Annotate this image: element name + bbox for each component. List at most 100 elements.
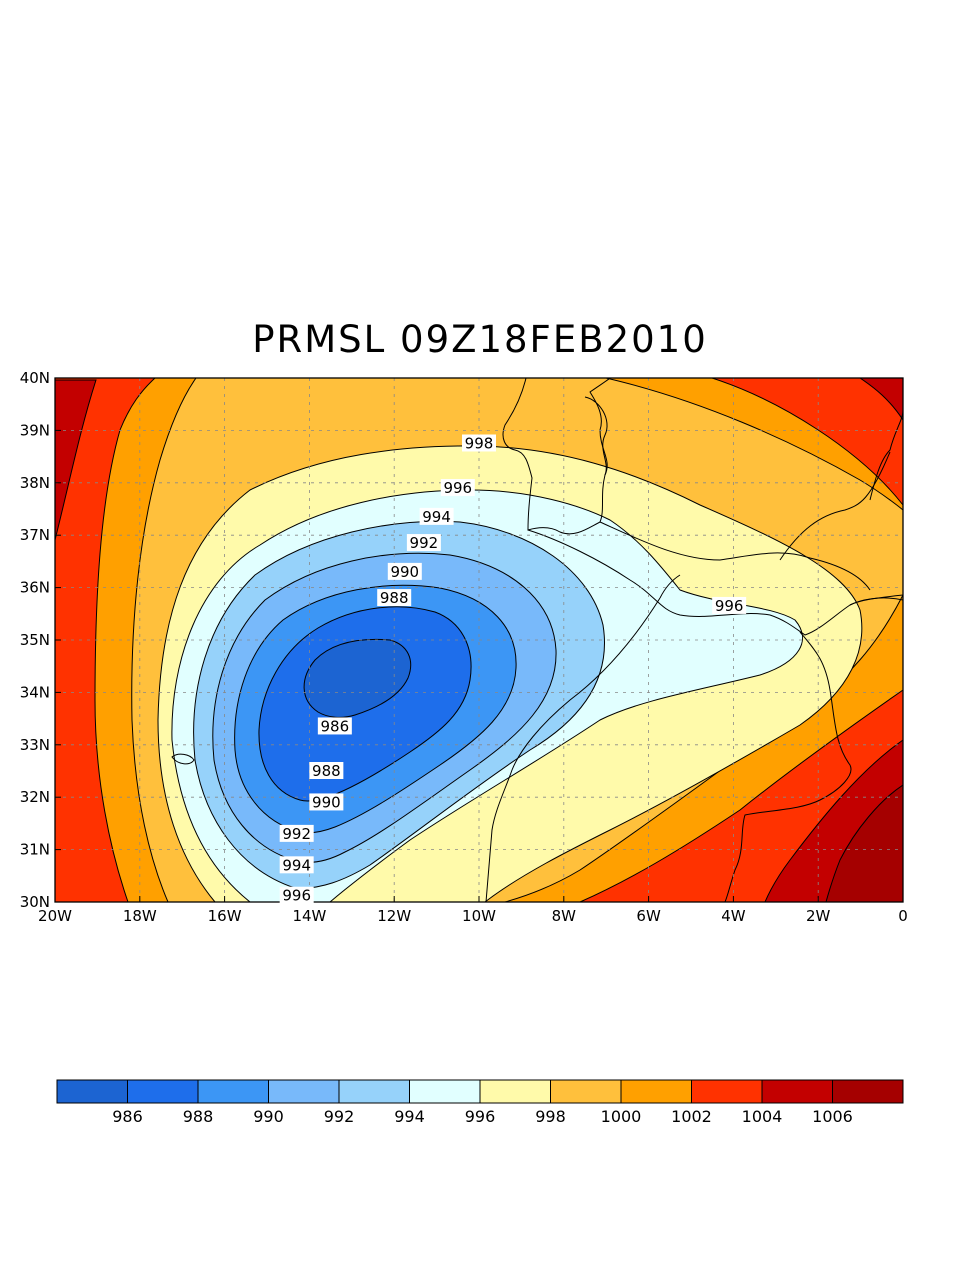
colorbar-swatch bbox=[550, 1079, 622, 1104]
contour-label-bg bbox=[377, 589, 412, 607]
colorbar-label: 990 bbox=[253, 1107, 284, 1126]
contour-label: 996 bbox=[440, 479, 475, 497]
contour-label-bg bbox=[712, 596, 747, 614]
lat-tick-label: 34N bbox=[20, 683, 50, 701]
contour-label-bg bbox=[279, 856, 314, 874]
colorbar-label: 1006 bbox=[812, 1107, 853, 1126]
border-spain-france bbox=[779, 451, 891, 561]
contour-label-bg bbox=[279, 824, 314, 842]
contour-labels: 998 996 994 992 990 988 996 986 988 990 992 994 996 bbox=[279, 434, 747, 905]
colorbar-swatch bbox=[620, 1079, 692, 1104]
colorbar: 986 988 990 992 994 996 998 1000 1002 1004 1006 bbox=[56, 1079, 904, 1126]
contour-label-text: 994 bbox=[282, 856, 311, 874]
contour-label-text: 992 bbox=[410, 534, 439, 552]
contour-label-bg bbox=[317, 717, 352, 735]
contour-label-bg bbox=[279, 886, 314, 904]
colorbar-swatch bbox=[832, 1079, 904, 1104]
contour-label-text: 994 bbox=[422, 508, 451, 526]
lon-tick-label: 14W bbox=[292, 907, 326, 925]
lat-tick-label: 32N bbox=[20, 788, 50, 806]
contour-label: 988 bbox=[309, 762, 344, 780]
lat-tick-label: 38N bbox=[20, 474, 50, 492]
coastline-morocco-atlantic bbox=[485, 597, 661, 902]
coastline-spain-east bbox=[869, 409, 903, 501]
lat-tick-label: 35N bbox=[20, 631, 50, 649]
contour-label: 988 bbox=[377, 589, 412, 607]
lon-tick-label: 8W bbox=[552, 907, 577, 925]
contour-label-text: 988 bbox=[312, 762, 341, 780]
island-madeira bbox=[171, 753, 195, 765]
contour-label: 998 bbox=[462, 434, 496, 453]
coastline-morocco bbox=[527, 529, 903, 636]
contour-label: 992 bbox=[279, 824, 314, 843]
colorbar-label: 994 bbox=[394, 1107, 425, 1126]
contour-label-text: 988 bbox=[380, 589, 409, 607]
coastline-north-africa bbox=[849, 597, 903, 606]
contour-label: 990 bbox=[309, 793, 344, 811]
coastline-iberia bbox=[502, 378, 611, 535]
contour-label-text: 996 bbox=[282, 887, 311, 905]
colorbar-swatch bbox=[268, 1079, 340, 1104]
contour-label: 996 bbox=[712, 596, 747, 615]
map-title: PRMSL 09Z18FEB2010 bbox=[252, 318, 708, 361]
contour-label-bg bbox=[309, 793, 344, 811]
contour-label: 990 bbox=[387, 562, 422, 581]
lon-tick-label: 18W bbox=[123, 907, 157, 925]
latitude-axis: 30N 31N 32N 33N 34N 35N 36N 37N 38N 39N 40N bbox=[20, 369, 61, 911]
coastline-gibraltar bbox=[659, 574, 681, 599]
colorbar-label: 998 bbox=[535, 1107, 566, 1126]
colorbar-swatch bbox=[197, 1079, 269, 1104]
lon-tick-label: 10W bbox=[462, 907, 496, 925]
longitude-axis: 20W 18W 16W 14W 12W 10W 8W 6W 4W 2W 0 bbox=[38, 896, 908, 925]
pressure-region-1008-se bbox=[825, 784, 903, 902]
coastlines bbox=[171, 378, 903, 902]
contour-label-text: 998 bbox=[465, 435, 494, 453]
colorbar-label: 996 bbox=[465, 1107, 496, 1126]
colorbar-swatch bbox=[338, 1079, 410, 1104]
coastline-spain-south bbox=[599, 521, 871, 591]
lon-tick-label: 0 bbox=[898, 907, 908, 925]
colorbar-label: 1004 bbox=[742, 1107, 783, 1126]
colorbar-swatch bbox=[56, 1079, 128, 1104]
lon-tick-label: 12W bbox=[377, 907, 411, 925]
colorbar-label: 1000 bbox=[601, 1107, 642, 1126]
contour-label-text: 992 bbox=[282, 825, 311, 843]
border-morocco-algeria bbox=[724, 631, 852, 902]
plot-area bbox=[55, 378, 903, 902]
lat-tick-label: 36N bbox=[20, 579, 50, 597]
colorbar-swatch bbox=[127, 1079, 199, 1104]
contour-label-text: 996 bbox=[715, 597, 744, 615]
lon-tick-label: 6W bbox=[636, 907, 661, 925]
lat-tick-label: 39N bbox=[20, 421, 50, 439]
pressure-region-1004-ne bbox=[859, 378, 903, 421]
contour-label-bg bbox=[440, 479, 475, 497]
lon-tick-label: 2W bbox=[806, 907, 831, 925]
contour-label: 994 bbox=[419, 507, 454, 526]
contour-label-bg bbox=[462, 434, 496, 452]
colorbar-label: 986 bbox=[112, 1107, 143, 1126]
contour-label-text: 990 bbox=[390, 563, 419, 581]
colorbar-swatch bbox=[409, 1079, 481, 1104]
contour-label-text: 986 bbox=[321, 717, 350, 735]
contour-label-text: 996 bbox=[443, 479, 472, 497]
colorbar-swatch bbox=[479, 1079, 551, 1104]
colorbar-swatch bbox=[691, 1079, 763, 1104]
border-spain-portugal bbox=[584, 396, 608, 476]
colorbar-label: 988 bbox=[183, 1107, 214, 1126]
colorbar-swatch bbox=[761, 1079, 833, 1104]
colorbar-label: 992 bbox=[324, 1107, 355, 1126]
lon-tick-label: 4W bbox=[721, 907, 746, 925]
colorbar-label: 1002 bbox=[671, 1107, 712, 1126]
contour-label-bg bbox=[406, 534, 441, 552]
contour-label: 992 bbox=[406, 534, 441, 552]
lat-tick-label: 40N bbox=[20, 369, 50, 387]
contour-label: 996 bbox=[279, 886, 314, 905]
lon-tick-label: 16W bbox=[208, 907, 242, 925]
contour-label-bg bbox=[419, 507, 454, 525]
contour-label-bg bbox=[309, 762, 344, 779]
pressure-region-986 bbox=[303, 638, 412, 718]
lon-tick-label: 20W bbox=[38, 907, 72, 925]
lat-tick-label: 31N bbox=[20, 841, 50, 859]
lat-lon-grid bbox=[55, 378, 903, 902]
